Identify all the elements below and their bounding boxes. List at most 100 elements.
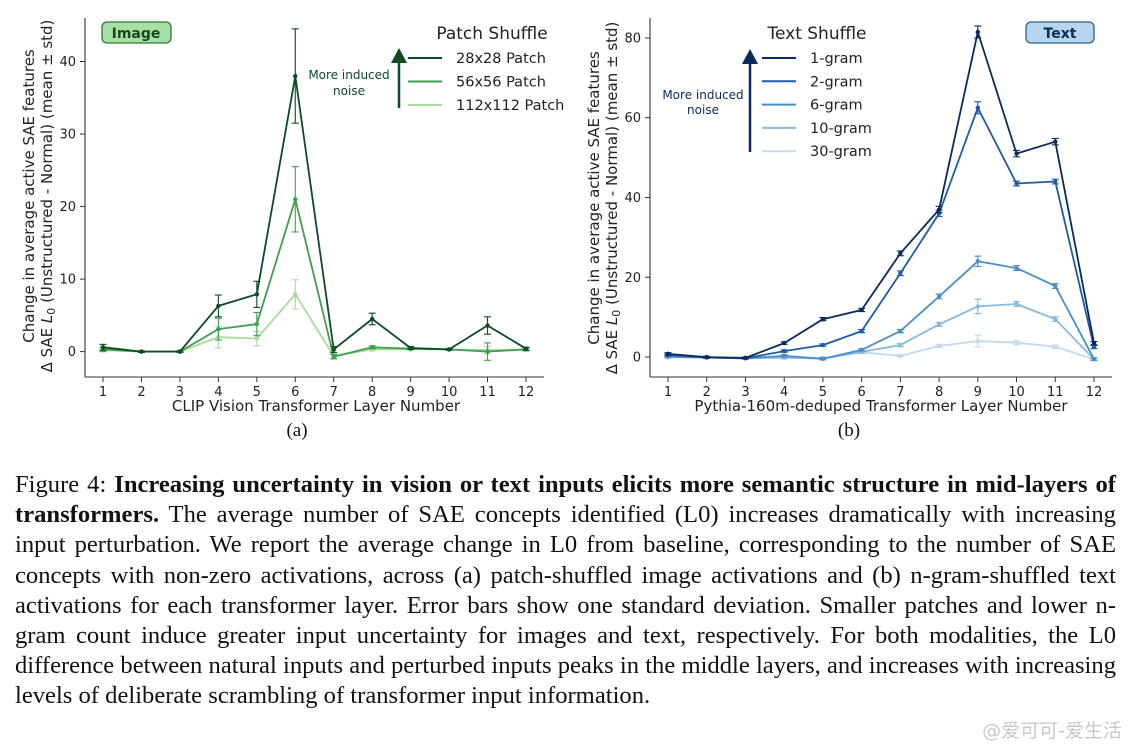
- noise-note-a-line1: More induced: [308, 68, 389, 82]
- series-6-gram: [664, 255, 1098, 362]
- x-tick-label: 4: [780, 385, 788, 400]
- data-point: [1053, 316, 1058, 322]
- data-point: [369, 345, 375, 350]
- x-tick-label: 1: [664, 385, 672, 400]
- y-axis-label-a: Change in average active SAE features Δ …: [20, 20, 58, 373]
- data-point: [781, 340, 787, 346]
- noise-note-b-line1: More induced: [662, 88, 743, 102]
- series-28x28-patch: [99, 28, 530, 354]
- noise-note-a-line2: noise: [333, 84, 365, 98]
- x-tick-label: 2: [137, 385, 145, 400]
- data-point: [331, 354, 336, 359]
- x-tick-label: 3: [176, 385, 184, 400]
- data-point: [293, 292, 298, 297]
- noise-annotation-a: More induced noise: [308, 48, 407, 108]
- legend-entry: 30-gram: [810, 144, 872, 160]
- data-point: [1091, 356, 1097, 362]
- data-point: [1014, 151, 1019, 156]
- data-point: [781, 348, 787, 354]
- y-tick-label: 20: [624, 271, 641, 286]
- modality-badge-text: Text: [1025, 21, 1095, 44]
- data-point: [446, 347, 452, 352]
- series-line: [102, 75, 527, 353]
- axes-frame-a: [84, 18, 544, 378]
- x-axis-label-a: CLIP Vision Transformer Layer Number: [172, 397, 461, 415]
- series-line: [668, 340, 1095, 361]
- x-tick-label: 1: [99, 385, 107, 400]
- y-axis-label-b-line2: Δ SAE L0 (Unstructured - Normal) (mean ±…: [603, 22, 623, 375]
- data-point: [485, 349, 490, 354]
- svg-text:Text: Text: [1044, 26, 1077, 42]
- axes-frame-b: [649, 18, 1112, 378]
- data-point: [216, 303, 221, 309]
- subfigure-label-b: (b): [838, 420, 860, 441]
- legend-entry: 6-gram: [810, 98, 863, 114]
- series-line: [667, 31, 1095, 359]
- legend-entry: 56x56 Patch: [456, 75, 546, 91]
- data-point: [293, 197, 298, 202]
- y-axis-label-b: Change in average active SAE features Δ …: [585, 22, 623, 375]
- data-point: [936, 343, 942, 349]
- data-point: [1014, 265, 1019, 271]
- data-point: [936, 294, 942, 299]
- data-point: [975, 338, 981, 344]
- data-point: [859, 347, 864, 353]
- subfigure-label-a: (a): [286, 420, 307, 441]
- data-point: [898, 271, 903, 276]
- x-tick-label: 7: [330, 385, 338, 400]
- data-point: [523, 346, 529, 351]
- data-point: [1091, 340, 1097, 346]
- data-point: [975, 304, 981, 309]
- x-tick-label: 10: [441, 385, 458, 400]
- data-point: [177, 349, 183, 354]
- watermark: @爱可可-爱生活: [982, 720, 1122, 742]
- x-tick-label: 11: [1047, 385, 1064, 400]
- data-point: [1014, 301, 1019, 307]
- x-tick-label: 8: [935, 385, 943, 400]
- x-tick-label: 11: [479, 385, 496, 400]
- series-112x112-patch: [99, 279, 530, 359]
- series-2-gram: [664, 101, 1098, 361]
- x-axis-label-b: Pythia-160m-deduped Transformer Layer Nu…: [694, 397, 1068, 415]
- y-axis-label-a-line1: Change in average active SAE features: [20, 49, 38, 343]
- y-tick-label: 30: [59, 128, 76, 143]
- data-point: [975, 29, 981, 35]
- legend-title: Text Shuffle: [766, 24, 866, 44]
- legend-a: Patch Shuffle 28x28 Patch 56x56 Patch 112x1…: [408, 24, 564, 114]
- data-point: [331, 347, 336, 352]
- data-point: [898, 353, 903, 359]
- data-point: [1053, 139, 1058, 144]
- x-tick-label: 12: [1086, 385, 1103, 400]
- data-point: [820, 356, 826, 361]
- data-point: [1053, 344, 1058, 349]
- data-point: [1091, 344, 1097, 350]
- x-tick-label: 12: [518, 385, 535, 400]
- legend-entry: 1-gram: [810, 51, 863, 67]
- data-point: [936, 322, 942, 327]
- data-point: [485, 323, 490, 328]
- x-tick-label: 9: [406, 385, 414, 400]
- modality-badge-image: Image: [101, 21, 172, 44]
- y-tick-label: 40: [624, 191, 641, 206]
- data-point: [936, 207, 942, 212]
- x-tick-label: 10: [1008, 385, 1025, 400]
- y-axis-label-b-line1: Change in average active SAE features: [585, 51, 603, 345]
- legend-title: Patch Shuffle: [436, 24, 547, 44]
- x-tick-label: 4: [214, 385, 222, 400]
- noise-annotation-b: More induced noise: [662, 49, 758, 152]
- data-point: [975, 105, 981, 110]
- x-tick-label: 7: [896, 385, 904, 400]
- series-line: [102, 293, 527, 357]
- x-tick-label: 9: [974, 385, 982, 400]
- data-point: [254, 292, 260, 297]
- legend-entry: 28x28 Patch: [456, 51, 546, 67]
- x-tick-label: 5: [819, 385, 827, 400]
- figure-caption: Figure 4: Increasing uncertainty in visi…: [15, 470, 1116, 712]
- y-tick-label: 20: [59, 200, 76, 215]
- legend-entry: 2-gram: [810, 74, 863, 90]
- data-point: [139, 349, 144, 354]
